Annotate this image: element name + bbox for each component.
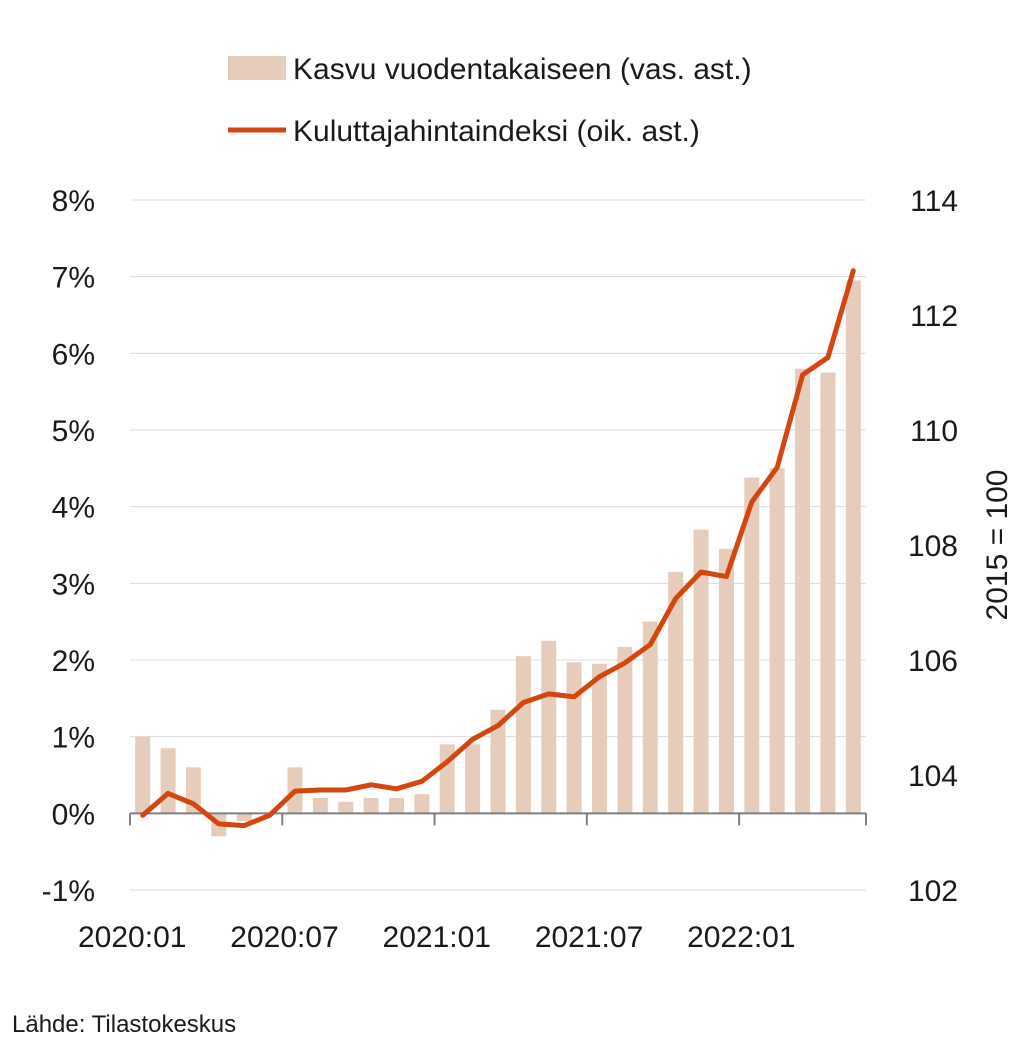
left-tick-label: -1%: [42, 875, 95, 908]
right-tick-label: 112: [910, 300, 958, 333]
bar: [363, 798, 379, 814]
right-tick-label: 110: [910, 415, 958, 448]
bar: [718, 548, 734, 814]
zero-baseline: [129, 812, 867, 826]
bar: [769, 468, 785, 814]
left-tick-label: 8%: [52, 185, 95, 218]
bar: [744, 477, 760, 814]
bar: [338, 801, 354, 814]
x-axis-ticks: 2020:01 2020:07 2021:01 2021:07 2022:01: [78, 921, 796, 954]
x-tick-label: 2022:01: [687, 921, 795, 954]
x-tick-label: 2021:07: [535, 921, 643, 954]
left-tick-label: 7%: [52, 262, 95, 295]
x-tick-label: 2020:01: [78, 921, 186, 954]
legend-label-line: Kuluttajahintaindeksi (oik. ast.): [293, 115, 700, 148]
bar: [617, 646, 633, 814]
bar: [592, 663, 608, 814]
right-tick-label: 102: [908, 875, 958, 908]
bar: [820, 372, 836, 814]
legend: Kasvu vuodentakaiseen (vas. ast.) Kulutt…: [228, 53, 752, 148]
left-tick-label: 0%: [52, 798, 95, 831]
bar: [668, 571, 684, 814]
line-series: [140, 268, 856, 829]
bar: [312, 798, 328, 814]
bar-series: [135, 280, 861, 837]
bar: [236, 813, 252, 821]
bar: [693, 529, 709, 814]
right-tick-label: 106: [908, 645, 958, 678]
right-tick-label: 104: [908, 760, 958, 793]
bar: [414, 794, 430, 814]
left-tick-label: 1%: [52, 722, 95, 755]
right-axis-ticks: 102 104 106 108 110 112 114: [908, 185, 958, 908]
left-tick-label: 4%: [52, 492, 95, 525]
left-axis-ticks: -1% 0% 1% 2% 3% 4% 5% 6% 7% 8%: [42, 185, 95, 908]
right-axis-label: 2015 = 100: [981, 470, 1014, 621]
left-tick-label: 6%: [52, 338, 95, 371]
legend-swatch-bar: [228, 56, 286, 80]
x-tick-label: 2021:01: [383, 921, 491, 954]
left-tick-label: 3%: [52, 568, 95, 601]
bar: [541, 640, 557, 814]
bar: [515, 656, 531, 814]
bar: [566, 662, 582, 814]
left-tick-label: 2%: [52, 645, 95, 678]
bar: [845, 280, 861, 814]
right-tick-label: 108: [908, 530, 958, 563]
right-tick-label: 114: [910, 185, 958, 218]
left-tick-label: 5%: [52, 415, 95, 448]
bar: [795, 368, 811, 814]
grid-lines: [130, 199, 866, 891]
bar: [642, 621, 658, 814]
x-tick-label: 2020:07: [230, 921, 338, 954]
bar: [160, 748, 176, 814]
source-note: Lähde: Tilastokeskus: [12, 1011, 236, 1038]
bar: [490, 709, 506, 814]
legend-label-bar: Kasvu vuodentakaiseen (vas. ast.): [293, 53, 752, 86]
bar: [465, 744, 481, 814]
bar: [135, 736, 151, 814]
bar: [388, 798, 404, 814]
